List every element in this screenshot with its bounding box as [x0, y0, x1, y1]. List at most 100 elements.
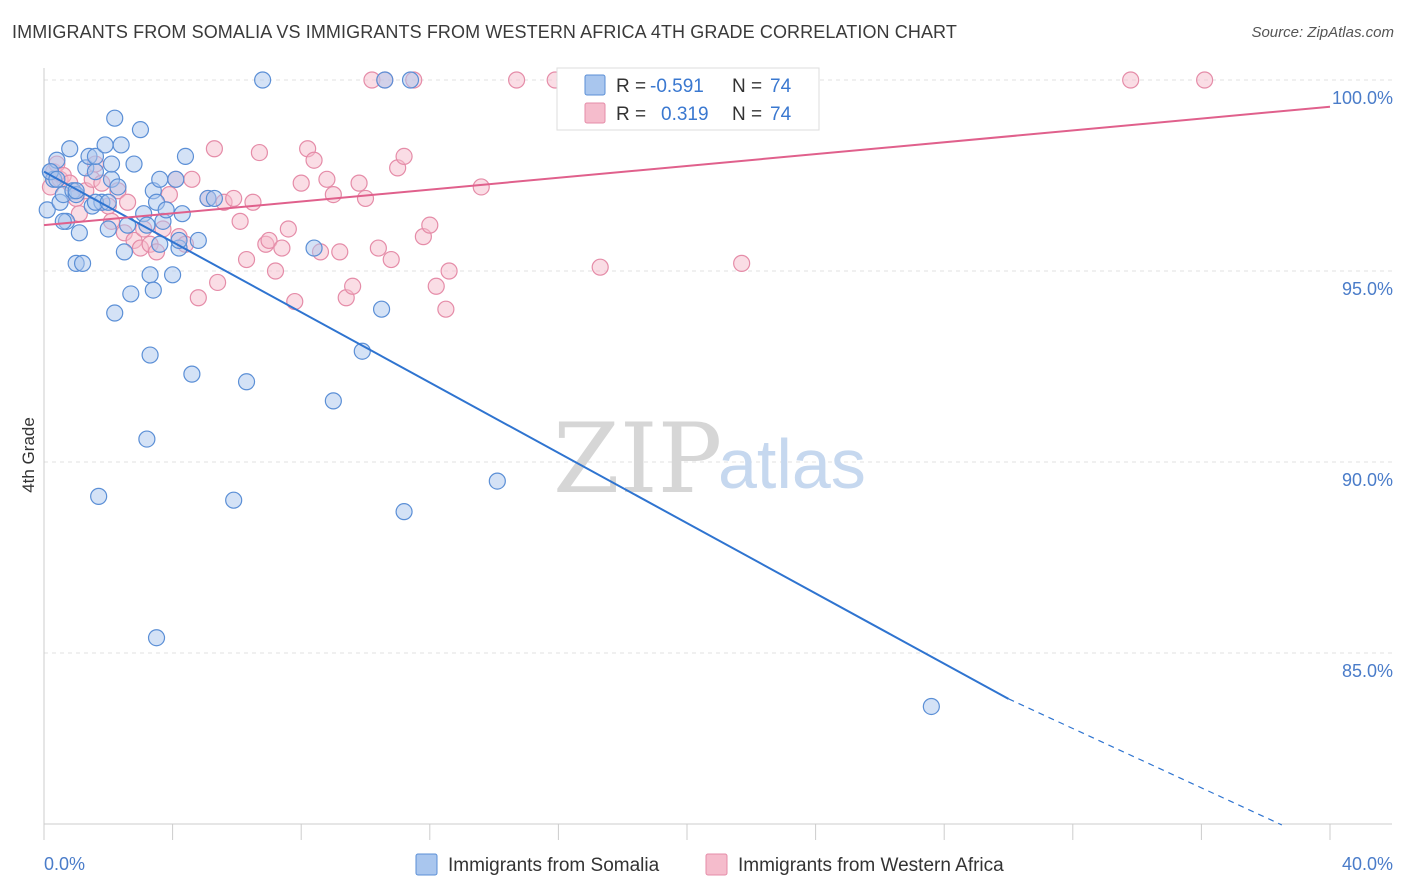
- point-western-africa: [231, 212, 249, 230]
- point-western-africa: [427, 277, 445, 295]
- point-western-africa: [331, 243, 349, 261]
- trend-line-western-africa: [43, 105, 1331, 227]
- point-somalia: [38, 201, 56, 219]
- point-western-africa: [324, 186, 342, 204]
- bottom-legend-swatch-western-africa: [705, 853, 728, 876]
- point-somalia: [131, 121, 150, 139]
- trend-lines: [43, 105, 1331, 826]
- point-somalia: [122, 285, 140, 303]
- point-somalia: [115, 243, 133, 261]
- point-western-africa: [508, 71, 526, 89]
- watermark-zip: ZIP: [553, 403, 722, 515]
- point-western-africa: [350, 174, 368, 192]
- legend-n-value-somalia: 74: [770, 76, 792, 97]
- point-somalia: [157, 201, 175, 219]
- point-somalia: [102, 155, 121, 173]
- y-tick-labels: 85.0% 90.0% 95.0% 100.0%: [1332, 88, 1393, 681]
- point-somalia: [254, 71, 272, 89]
- point-western-africa: [318, 170, 336, 188]
- point-western-africa: [292, 174, 310, 192]
- point-somalia: [96, 136, 114, 154]
- point-western-africa: [237, 250, 256, 269]
- point-western-africa: [369, 239, 387, 257]
- gridlines: [44, 79, 1392, 654]
- series-somalia: [38, 71, 940, 716]
- legend-n-label-western-africa: N =: [732, 104, 762, 125]
- point-western-africa: [472, 178, 490, 196]
- point-western-africa: [382, 250, 400, 269]
- point-western-africa: [356, 189, 375, 208]
- bottom-legend-swatch-somalia: [415, 853, 438, 876]
- point-somalia: [151, 170, 169, 188]
- point-somalia: [99, 220, 117, 238]
- point-somalia: [176, 147, 195, 165]
- point-western-africa: [118, 193, 137, 211]
- y-tick-label: 100.0%: [1332, 88, 1393, 108]
- point-western-africa: [733, 254, 751, 272]
- point-somalia: [106, 109, 124, 127]
- point-somalia: [151, 235, 169, 253]
- chart-source: Source: ZipAtlas.com: [1251, 24, 1394, 41]
- bottom-legend-label-somalia: Immigrants from Somalia: [448, 855, 660, 876]
- point-western-africa: [344, 277, 362, 295]
- point-western-africa: [250, 143, 269, 162]
- point-somalia: [225, 491, 243, 509]
- legend-n-label-somalia: N =: [732, 76, 762, 97]
- point-western-africa: [260, 231, 278, 250]
- point-somalia: [141, 346, 159, 364]
- y-tick-label: 95.0%: [1342, 279, 1393, 299]
- point-western-africa: [286, 292, 304, 311]
- point-western-africa: [421, 216, 439, 234]
- watermark-atlas: atlas: [718, 425, 866, 503]
- point-western-africa: [437, 300, 455, 318]
- chart-title: IMMIGRANTS FROM SOMALIA VS IMMIGRANTS FR…: [12, 22, 957, 42]
- watermark: ZIP atlas: [553, 403, 866, 515]
- point-western-africa: [305, 151, 323, 169]
- x-tick-labels: 0.0% 40.0%: [44, 854, 1393, 874]
- y-tick-label: 90.0%: [1342, 470, 1393, 490]
- point-western-africa: [591, 258, 609, 276]
- point-somalia: [164, 266, 182, 284]
- point-somalia: [90, 487, 108, 505]
- point-somalia: [141, 266, 159, 284]
- point-somalia: [144, 281, 162, 299]
- point-somalia: [86, 147, 105, 165]
- legend-r-value-western-africa: 0.319: [661, 104, 709, 125]
- legend-swatch-western-africa: [584, 102, 606, 124]
- point-somalia: [205, 189, 223, 208]
- point-somalia: [147, 629, 166, 647]
- point-somalia: [488, 472, 506, 490]
- bottom-legend: Immigrants from Somalia Immigrants from …: [415, 853, 1004, 876]
- point-somalia: [376, 71, 394, 89]
- point-western-africa: [244, 193, 262, 211]
- point-western-africa: [1122, 71, 1140, 89]
- point-somalia: [106, 304, 124, 322]
- point-western-africa: [1196, 71, 1214, 89]
- x-tick-label: 40.0%: [1342, 854, 1393, 874]
- point-western-africa: [266, 262, 285, 280]
- point-somalia: [61, 140, 79, 158]
- point-western-africa: [209, 273, 227, 292]
- point-somalia: [324, 392, 342, 410]
- point-western-africa: [205, 140, 223, 158]
- trend-line-somalia: [43, 170, 1009, 700]
- legend-r-label-somalia: R =: [616, 76, 646, 97]
- legend-r-value-somalia: -0.591: [650, 76, 704, 97]
- point-somalia: [125, 155, 143, 173]
- legend-box: R = -0.591 N = 74 R = 0.319 N = 74: [556, 67, 820, 131]
- point-western-africa: [279, 220, 297, 238]
- point-somalia: [112, 136, 130, 154]
- legend-swatch-somalia: [584, 74, 606, 96]
- point-somalia: [54, 212, 72, 230]
- point-western-africa: [273, 239, 291, 257]
- trend-line-somalia-dashed: [1008, 698, 1283, 826]
- point-western-africa: [225, 189, 243, 208]
- point-somalia: [109, 178, 127, 196]
- point-somalia: [305, 239, 323, 257]
- y-tick-label: 85.0%: [1342, 661, 1393, 681]
- point-western-africa: [395, 147, 413, 165]
- legend-n-value-western-africa: 74: [770, 104, 792, 125]
- point-somalia: [395, 503, 413, 521]
- point-somalia: [73, 254, 92, 272]
- point-somalia: [922, 697, 940, 716]
